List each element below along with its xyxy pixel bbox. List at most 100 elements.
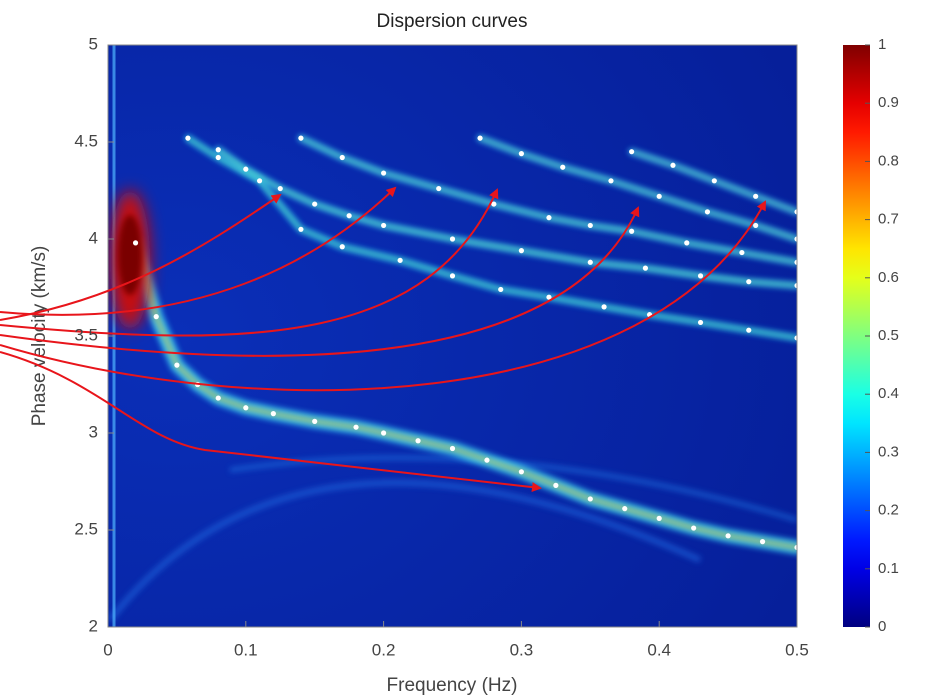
mode-pick	[794, 259, 797, 265]
mode-pick	[339, 154, 345, 161]
mode-pick	[436, 185, 442, 192]
colorbar-tick-label: 0.3	[878, 443, 899, 460]
energy-core	[479, 137, 797, 240]
mode-pick	[256, 178, 263, 184]
y-axis-label: Phase velocity (km/s)	[29, 246, 50, 427]
mode-pick	[243, 166, 249, 172]
mode-pick	[629, 149, 635, 155]
x-axis-label: Frequency (Hz)	[387, 675, 518, 696]
mode-pick	[670, 162, 676, 168]
mode-pick	[449, 445, 456, 452]
x-tick-label: 0.2	[372, 640, 396, 659]
mode-pick	[346, 213, 352, 219]
mode-pick	[684, 240, 690, 246]
mode-pick	[587, 259, 593, 265]
mode-pick	[622, 506, 628, 512]
x-tick-label: 0.1	[234, 640, 258, 659]
y-tick-label: 2	[89, 616, 98, 635]
mode-pick	[277, 185, 283, 192]
mode-pick	[711, 178, 717, 184]
mode-pick	[725, 533, 731, 539]
arrow	[0, 186, 397, 316]
mode-pick	[518, 151, 525, 157]
mode-pick	[132, 240, 139, 246]
y-tick-label: 3.5	[74, 325, 98, 344]
mode-pick	[739, 249, 745, 256]
mode-pick	[753, 193, 759, 199]
mode-pick	[691, 525, 697, 531]
colorbar-tick-label: 1	[878, 36, 886, 53]
arrow	[0, 188, 499, 337]
mode-pick	[153, 314, 159, 320]
mode-pick	[553, 482, 559, 488]
mode-pick	[697, 273, 704, 279]
mode-pick	[449, 236, 456, 242]
heat-peak	[118, 215, 142, 295]
y-tick-label: 5	[89, 34, 98, 53]
mode-pick	[381, 430, 387, 436]
mode-pick	[560, 164, 566, 170]
mode-pick	[601, 304, 607, 310]
mode-pick	[298, 226, 304, 232]
arrow	[0, 351, 542, 493]
mode-pick	[629, 228, 635, 234]
colorbar-tick-label: 0	[878, 618, 886, 635]
x-tick-label: 0.3	[510, 640, 534, 659]
mode-pick	[491, 201, 497, 207]
mode-pick	[215, 154, 221, 161]
mode-pick	[656, 193, 662, 199]
mode-pick	[608, 178, 614, 184]
mode-pick	[746, 327, 752, 333]
mode-pick	[794, 335, 797, 341]
x-tick-label: 0.4	[647, 640, 671, 659]
mode-pick	[642, 265, 649, 271]
dots-layer	[132, 135, 797, 551]
mode-pick	[312, 418, 318, 424]
y-tick-label: 4.5	[74, 131, 98, 150]
mode-pick	[746, 279, 752, 285]
mode-pick	[381, 170, 387, 176]
mode-pick	[298, 135, 304, 141]
mode-pick	[546, 294, 552, 300]
mode-pick	[587, 222, 593, 229]
mode-pick	[759, 539, 766, 545]
colorbar-tick-label: 0.5	[878, 327, 899, 344]
mode-pick	[243, 405, 249, 411]
arrow	[0, 200, 766, 392]
energy-core	[133, 240, 797, 550]
mode-pick	[546, 215, 552, 221]
texture	[108, 479, 702, 622]
colorbar-tick-label: 0.4	[878, 385, 899, 402]
y-tick-label: 4	[89, 228, 98, 247]
colorbar-tick-label: 0.8	[878, 152, 899, 169]
mode-pick	[215, 147, 221, 153]
mode-pick	[174, 362, 180, 368]
mode-pick	[215, 395, 221, 401]
mode-pick	[656, 515, 662, 521]
mode-pick	[794, 544, 797, 551]
mode-pick	[794, 236, 797, 242]
mode-pick	[353, 424, 359, 430]
mode-pick	[312, 201, 318, 207]
colorbar-tick-label: 0.9	[878, 94, 899, 111]
chart-title: Dispersion curves	[377, 11, 528, 32]
mode-pick	[415, 438, 421, 444]
colorbar-tick-label: 0.6	[878, 269, 899, 286]
y-tick-label: 3	[89, 422, 98, 441]
colorbar-tick-label: 0.2	[878, 502, 899, 519]
mode-pick	[587, 496, 593, 502]
annotation-arrows	[0, 186, 766, 493]
mode-pick	[339, 244, 345, 250]
arrow	[0, 193, 282, 321]
mode-pick	[697, 319, 704, 326]
x-tick-label: 0	[103, 640, 112, 659]
mode-pick	[397, 257, 403, 263]
colorbar-tick-label: 0.1	[878, 560, 899, 577]
mode-pick	[518, 248, 525, 254]
mode-pick	[381, 222, 387, 229]
mode-pick	[794, 282, 797, 289]
energy-core	[186, 137, 797, 339]
mode-pick	[484, 457, 490, 463]
mode-pick	[185, 135, 191, 141]
